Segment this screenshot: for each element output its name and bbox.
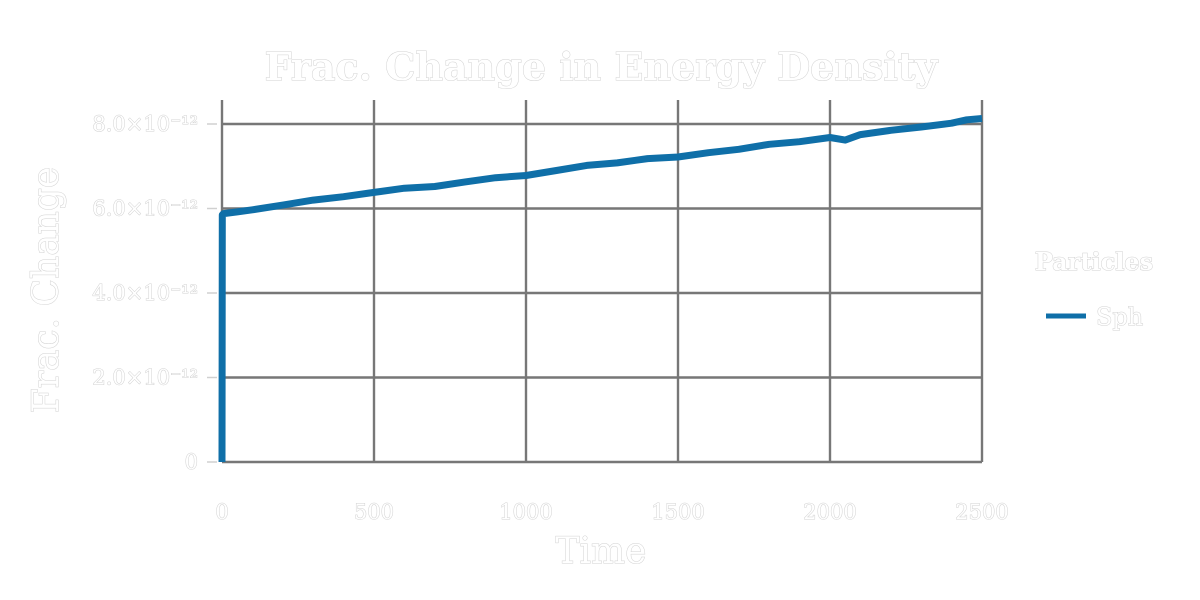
x-tick-label-1: 500 <box>354 500 394 524</box>
y-tick-label-2: 4.0×10⁻¹² <box>92 281 198 305</box>
x-axis-ticks: 0 500 1000 1500 2000 2500 <box>215 500 1009 525</box>
series-layer <box>218 115 983 463</box>
x-tick-label-4: 2000 <box>803 500 856 524</box>
grid-lines <box>220 100 984 464</box>
legend-title: Particles <box>1035 247 1153 276</box>
x-axis-label: Time <box>556 531 647 572</box>
chart-title: Frac. Change in Energy Density <box>265 44 939 89</box>
y-tick-label-4: 8.0×10⁻¹² <box>92 112 198 136</box>
y-tick-label-1: 2.0×10⁻¹² <box>92 366 198 390</box>
x-tick-label-2: 1000 <box>499 500 552 524</box>
y-axis-label: Frac. Change <box>26 167 67 413</box>
x-tick-label-0: 0 <box>215 500 228 524</box>
x-tick-label-5: 2500 <box>955 500 1008 524</box>
legend-label-sph: Sph <box>1096 303 1143 331</box>
x-tick-label-3: 1500 <box>651 500 704 524</box>
series-line-sph <box>218 115 983 463</box>
legend: Particles Sph <box>1034 247 1153 332</box>
y-tick-label-3: 6.0×10⁻¹² <box>92 197 198 221</box>
y-tick-label-0: 0 <box>185 450 198 474</box>
y-axis-ticks: 0 2.0×10⁻¹² 4.0×10⁻¹² 6.0×10⁻¹² 8.0×10⁻¹² <box>92 112 217 475</box>
